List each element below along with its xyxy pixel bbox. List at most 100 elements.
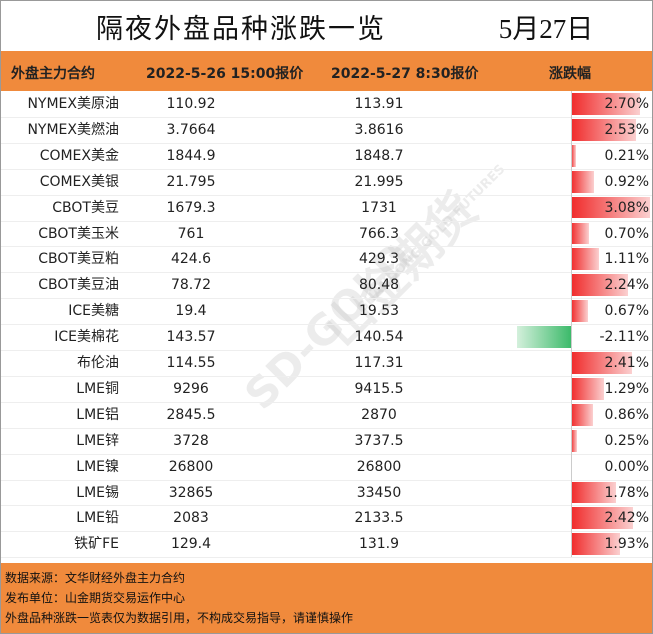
change-bar: [571, 248, 600, 271]
footer: [1, 563, 652, 633]
curr-price: 113.91: [354, 96, 404, 112]
row-line: [1, 350, 652, 351]
contract-name: LME锡: [76, 484, 119, 501]
change-label: 0.00%: [604, 458, 649, 475]
change-bar: [571, 144, 577, 167]
change-bar: [571, 507, 633, 530]
row-line: [1, 324, 652, 326]
prev-price: 32865: [168, 484, 214, 501]
row-line: [1, 116, 652, 118]
curr-price: 117.31: [354, 355, 404, 371]
contract-name: CBOT美豆油: [38, 277, 119, 294]
row-line: [1, 375, 652, 377]
header-row: [1, 51, 652, 91]
change-label: 1.11%: [604, 251, 649, 268]
row-line: [1, 168, 652, 170]
column-header: 2022-5-27 8:30报价: [331, 66, 479, 82]
prev-price: 2845.5: [166, 406, 216, 423]
footer-line: 外盘品种涨跌一览表仅为数据引用，不构成交易指导，请谨慎操作: [5, 611, 354, 625]
contract-name: CBOT美豆粕: [38, 251, 119, 268]
change-bar: [571, 533, 621, 556]
contract-name: LME铜: [76, 380, 119, 397]
change-label: 1.78%: [604, 484, 649, 501]
curr-price: 21.995: [354, 173, 404, 190]
footer-line: 数据来源：文华财经外盘主力合约: [5, 571, 186, 585]
change-label: 0.21%: [604, 147, 649, 164]
row-line: [1, 557, 652, 559]
contract-name: CBOT美豆: [52, 199, 119, 216]
title: 隔夜外盘品种涨跌一览: [96, 14, 386, 45]
curr-price: 2133.5: [354, 510, 404, 527]
change-bar: [517, 326, 571, 348]
row-line: [1, 298, 652, 300]
change-bar: [571, 274, 629, 297]
curr-price: 3737.5: [354, 432, 404, 449]
contract-name: NYMEX美燃油: [27, 121, 119, 138]
contract-name: NYMEX美原油: [27, 96, 119, 112]
contract-name: LME铅: [76, 510, 119, 527]
zero-axis: [571, 91, 572, 558]
contract-name: COMEX美银: [39, 173, 119, 190]
curr-price: 33450: [356, 484, 402, 501]
row-line: [1, 531, 652, 533]
change-label: 2.41%: [604, 355, 649, 371]
change-bar: [571, 481, 617, 504]
curr-price: 1848.7: [354, 147, 404, 164]
column-header: 涨跌幅: [549, 66, 591, 82]
row-line: [1, 453, 652, 455]
curr-price: 131.9: [358, 536, 400, 553]
change-bar: [571, 300, 589, 323]
contract-name: COMEX美金: [39, 147, 119, 164]
prev-price: 761: [177, 225, 205, 242]
curr-price: 19.53: [358, 303, 400, 320]
row-line: [1, 479, 652, 481]
curr-price: 766.3: [358, 225, 400, 242]
change-bar: [571, 377, 604, 400]
row-line: [1, 246, 652, 248]
contract-name: ICE美棉花: [54, 329, 119, 346]
change-bar: [571, 222, 589, 245]
curr-price: 26800: [356, 458, 402, 475]
row-line: [1, 194, 652, 196]
change-label: 1.29%: [604, 380, 649, 397]
prev-price: 78.72: [170, 277, 212, 294]
curr-price: 9415.5: [354, 380, 404, 397]
prev-price: 21.795: [166, 173, 216, 190]
change-label: 0.67%: [604, 303, 649, 320]
change-bar: [571, 170, 595, 193]
change-label: 2.42%: [604, 510, 649, 527]
row-line: [1, 142, 652, 144]
prev-price: 1844.9: [166, 147, 216, 164]
curr-price: 80.48: [358, 277, 400, 294]
prev-price: 9296: [173, 380, 209, 397]
curr-price: 1731: [361, 199, 397, 216]
change-label: 2.70%: [604, 96, 649, 112]
row-line: [1, 505, 652, 507]
prev-price: 2083: [173, 510, 209, 527]
contract-name: LME镍: [76, 458, 119, 475]
column-header: 外盘主力合约: [11, 66, 95, 82]
contract-name: ICE美糖: [68, 303, 119, 320]
prev-price: 143.57: [166, 329, 216, 346]
contract-name: 布伦油: [77, 355, 119, 371]
row-line: [1, 272, 652, 274]
prev-price: 26800: [168, 458, 214, 475]
contract-name: 铁矿FE: [74, 536, 119, 553]
change-label: 2.53%: [604, 121, 649, 138]
change-label: -2.11%: [599, 329, 649, 346]
curr-price: 3.8616: [354, 121, 404, 138]
row-line: [1, 220, 652, 222]
change-bar: [571, 403, 593, 426]
prev-price: 3.7664: [166, 121, 216, 138]
change-bar: [571, 93, 640, 115]
change-label: 3.08%: [604, 199, 649, 216]
column-header: 2022-5-26 15:00报价: [146, 66, 304, 82]
curr-price: 429.3: [358, 251, 400, 268]
change-label: 0.86%: [604, 406, 649, 423]
change-label: 0.25%: [604, 432, 649, 449]
change-label: 2.24%: [604, 277, 649, 294]
change-bar: [571, 118, 636, 141]
prev-price: 424.6: [170, 251, 212, 268]
prev-price: 3728: [173, 432, 209, 449]
contract-name: LME锌: [76, 432, 119, 449]
